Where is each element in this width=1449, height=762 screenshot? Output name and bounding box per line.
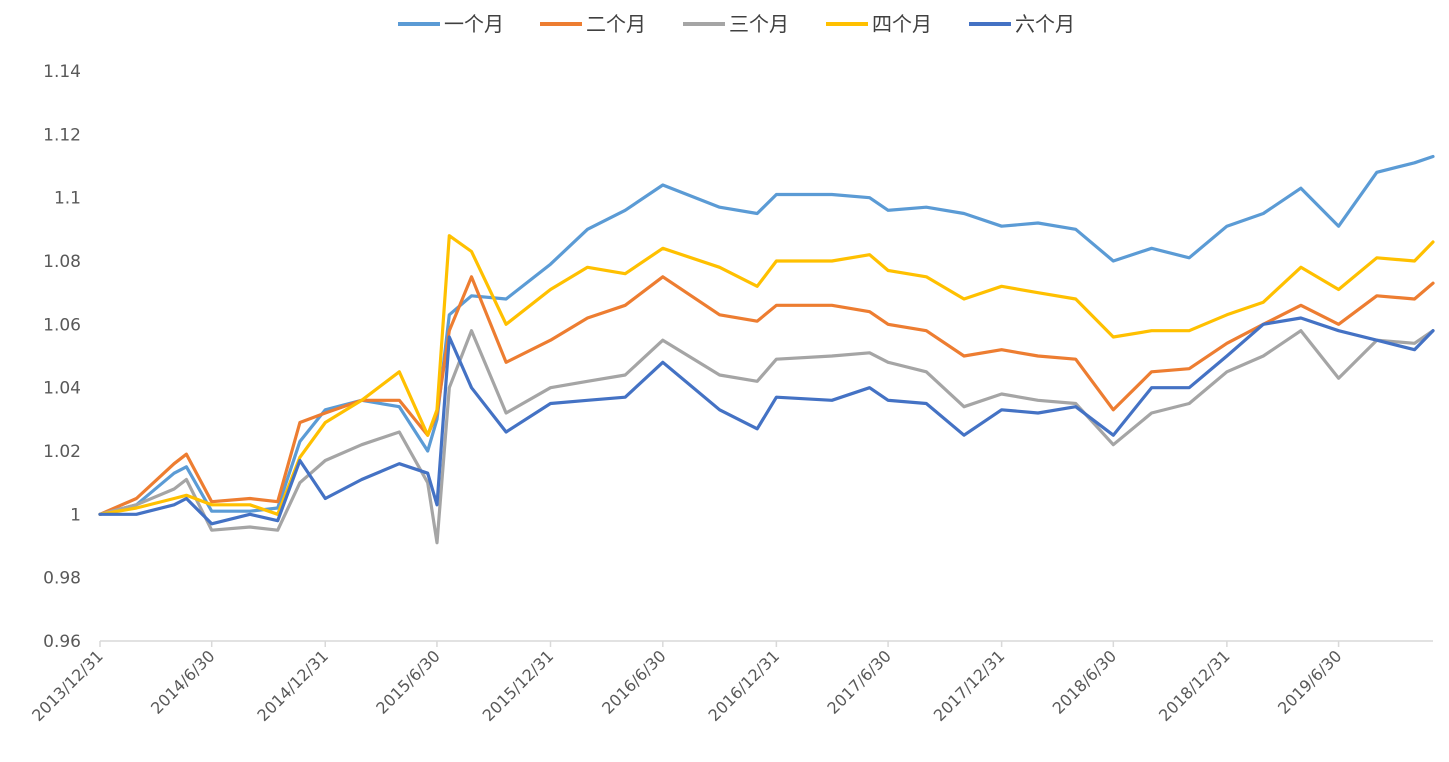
y-tick-label: 1.06 xyxy=(43,315,81,335)
legend-label-4: 六个月 xyxy=(1015,12,1075,36)
x-tick-label: 2016/12/31 xyxy=(705,646,784,725)
x-axis-ticks: 2013/12/31 2014/6/30 2014/12/31 2015/6/30 20… xyxy=(28,641,1345,725)
x-tick-label: 2018/6/30 xyxy=(1049,646,1120,717)
x-tick-label: 2014/6/30 xyxy=(147,646,218,717)
series-lines xyxy=(98,154,1435,545)
x-tick-label: 2013/12/31 xyxy=(28,646,107,725)
x-tick-label: 2017/6/30 xyxy=(823,646,894,717)
y-tick-label: 1.14 xyxy=(43,62,81,82)
y-tick-label: 1.08 xyxy=(43,252,81,272)
series-line-1 xyxy=(98,275,1435,516)
legend-label-1: 二个月 xyxy=(586,12,646,36)
x-tick-label: 2018/12/31 xyxy=(1155,646,1234,725)
legend-label-0: 一个月 xyxy=(444,12,504,36)
x-tick-label: 2017/12/31 xyxy=(930,646,1009,725)
y-tick-label: 0.96 xyxy=(43,632,81,652)
x-tick-label: 2015/12/31 xyxy=(479,646,558,725)
x-tick-label: 2014/12/31 xyxy=(253,646,332,725)
x-tick-label: 2019/6/30 xyxy=(1274,646,1345,717)
series-line-3 xyxy=(98,234,1435,516)
y-axis-ticks: 0.96 0.98 1 1.02 1.04 1.06 1.08 1.1 1.12 1.14 xyxy=(43,62,81,652)
series-line-4 xyxy=(98,316,1435,526)
y-tick-label: 1.02 xyxy=(43,442,81,462)
legend-label-3: 四个月 xyxy=(872,12,932,36)
series-line-2 xyxy=(98,329,1435,545)
series-line-0 xyxy=(98,154,1435,516)
y-tick-label: 0.98 xyxy=(43,569,81,589)
legend: 一个月 二个月 三个月 四个月 六个月 xyxy=(398,12,1075,36)
legend-label-2: 三个月 xyxy=(729,12,789,36)
x-tick-label: 2016/6/30 xyxy=(598,646,669,717)
x-tick-label: 2015/6/30 xyxy=(372,646,443,717)
y-tick-label: 1 xyxy=(70,505,81,525)
y-tick-label: 1.12 xyxy=(43,125,81,145)
y-tick-label: 1.1 xyxy=(54,189,81,209)
y-tick-label: 1.04 xyxy=(43,379,81,399)
